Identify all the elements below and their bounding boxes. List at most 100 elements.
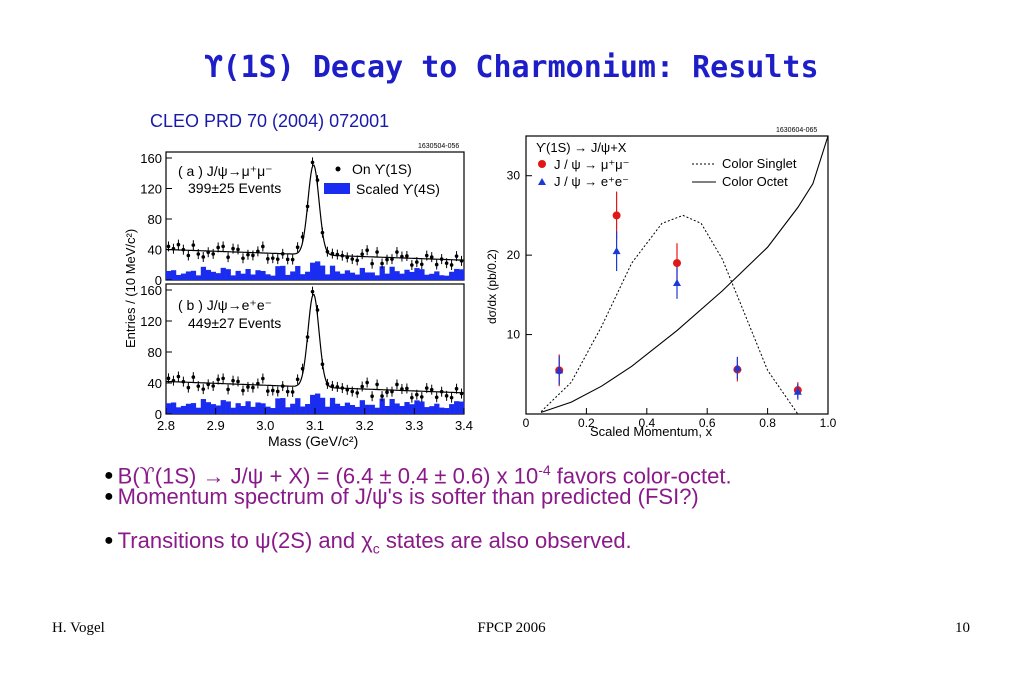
scaled-bg-bar — [339, 406, 346, 414]
ee-data-points — [555, 231, 802, 400]
scaled-bg-bar — [315, 261, 321, 280]
data-point — [261, 376, 265, 381]
panel-b-fit-curve — [165, 293, 464, 394]
data-point — [171, 378, 176, 383]
scaled-bg-bar — [180, 405, 187, 414]
data-point — [419, 262, 424, 267]
data-point — [270, 256, 275, 260]
scaled-bg-bar — [379, 266, 385, 280]
ee-point — [733, 363, 742, 371]
bullet-text: states are also observed. — [379, 528, 632, 553]
data-point — [261, 244, 265, 249]
scaled-bg-bar — [166, 403, 172, 414]
scaled-bg-bar — [275, 398, 281, 414]
scaled-bg-bar — [429, 406, 435, 414]
x-tick-label: 0.8 — [759, 416, 776, 430]
panel-a-scaled-background — [166, 261, 465, 280]
scaled-bg-bar — [399, 406, 405, 414]
scaled-bg-bar — [220, 400, 226, 414]
data-point — [285, 389, 290, 394]
scaled-bg-bar — [210, 271, 216, 280]
data-point — [186, 385, 191, 390]
data-point — [370, 394, 374, 399]
scaled-bg-bar — [310, 394, 316, 414]
scaled-bg-bar — [454, 401, 460, 414]
data-point — [375, 250, 379, 254]
scaled-bg-bar — [275, 266, 281, 280]
scaled-bg-bar — [419, 401, 425, 414]
data-point — [211, 384, 215, 388]
scaled-bg-bar — [384, 405, 390, 414]
scaled-bg-bar — [260, 270, 266, 280]
scaled-bg-bar — [399, 273, 405, 280]
footer-page-number: 10 — [955, 620, 970, 636]
data-point — [355, 391, 360, 395]
bullet-dot: ● — [104, 467, 114, 485]
scaled-bg-bar — [245, 269, 251, 280]
x-tick-label: 0.4 — [638, 416, 655, 430]
scaled-bg-bar — [369, 404, 375, 414]
mumu-data-points — [555, 191, 802, 399]
scaled-bg-bar — [235, 270, 241, 280]
scaled-bg-bar — [384, 273, 390, 280]
mumu-point — [612, 211, 621, 220]
scaled-bg-bar — [180, 273, 187, 280]
scaled-bg-bar — [439, 407, 445, 414]
x-tick-label: 3.0 — [256, 418, 274, 433]
scaled-bg-bar — [205, 402, 211, 414]
x-tick-label: 3.2 — [356, 418, 374, 433]
panel-a-fit-curve — [166, 164, 465, 261]
ee-point — [793, 387, 802, 395]
scaled-bg-bar — [354, 406, 360, 414]
data-point — [266, 389, 270, 393]
bullet-branching-fraction: ● B(ϒ(1S) → J/ψ + X) = (6.4 ± 0.4 ± 0.6) … — [104, 462, 732, 489]
data-point — [330, 251, 335, 256]
data-point — [310, 160, 315, 165]
scaled-bg-bar — [300, 406, 306, 414]
data-point — [360, 252, 364, 256]
scaled-bg-bar — [315, 393, 321, 414]
bullet-text: B( — [117, 463, 140, 489]
scaled-bg-bar — [319, 265, 326, 280]
data-point — [335, 385, 340, 389]
data-point — [196, 252, 201, 256]
data-point — [176, 374, 181, 379]
data-point — [429, 387, 434, 392]
data-point — [236, 247, 240, 252]
legend-singlet-label: Color Singlet — [722, 156, 797, 171]
scaled-bg-bar — [260, 403, 266, 414]
scaled-bg-bar — [240, 273, 246, 280]
data-point — [290, 390, 295, 394]
scaled-bg-bar — [379, 398, 385, 414]
scaled-bg-bar — [344, 270, 351, 280]
data-point — [424, 253, 429, 258]
data-point — [280, 384, 285, 388]
data-point — [246, 252, 250, 257]
scaled-bg-bar — [210, 404, 216, 414]
scaled-bg-bar — [270, 408, 276, 414]
legend-title: ϒ(1S) → J/ψ+X — [536, 140, 627, 155]
scaled-bg-bar — [175, 274, 182, 280]
scaled-bg-bar — [374, 275, 380, 280]
scaled-bg-bar — [329, 265, 336, 280]
data-point — [256, 249, 260, 254]
histogram-x-ticks: 2.8 2.9 3.0 3.1 3.2 3.3 3.4 — [157, 408, 473, 433]
ee-point — [612, 247, 621, 255]
data-point — [454, 254, 459, 258]
data-point — [211, 252, 215, 256]
data-point — [206, 382, 211, 387]
x-tick-label: 3.4 — [455, 418, 473, 433]
data-point — [385, 257, 389, 262]
momentum-panel-id: 1630604-065 — [776, 127, 817, 134]
data-point — [365, 380, 369, 385]
scaled-bg-bar — [195, 407, 202, 414]
data-point — [280, 252, 285, 256]
y-tick-label: 120 — [140, 182, 162, 197]
scaled-bg-bar — [324, 274, 331, 280]
scaled-bg-bar — [344, 402, 351, 414]
data-point — [365, 248, 369, 253]
scaled-bg-bar — [285, 407, 291, 414]
legend-mumu-label: J / ψ → μ⁺μ⁻ — [554, 157, 630, 172]
data-point — [300, 235, 305, 239]
data-point — [419, 395, 424, 399]
